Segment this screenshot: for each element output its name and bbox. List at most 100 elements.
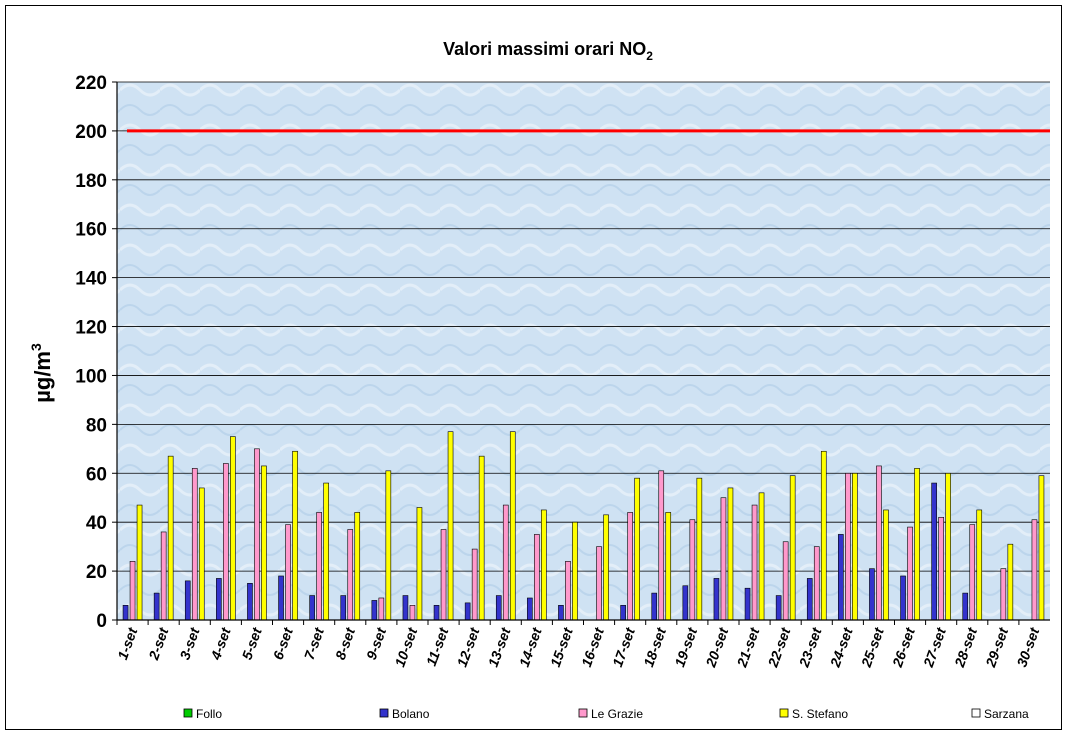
bar-s-stefano [852, 472, 858, 621]
bar-s-stefano [758, 492, 765, 621]
bar-bolano [278, 575, 284, 621]
bar-le-grazie [378, 597, 385, 621]
bar-bolano [184, 580, 191, 621]
legend-swatch [578, 708, 588, 718]
bar-le-grazie [1000, 568, 1007, 621]
bar-bolano [869, 568, 875, 621]
bar-bolano [558, 605, 564, 621]
y-tick-label: 80 [86, 415, 107, 436]
y-tick-label: 220 [75, 73, 107, 94]
x-tick-label: 4-set [207, 624, 234, 662]
bar-bolano [527, 597, 533, 621]
bar-le-grazie [813, 546, 820, 621]
bar-bolano [122, 605, 129, 621]
y-tick-label: 160 [75, 220, 107, 241]
bar-s-stefano [509, 431, 516, 621]
y-tick-label: 0 [96, 611, 107, 632]
x-tick-label: 23-set [795, 624, 825, 670]
bar-bolano [931, 482, 937, 621]
bar-s-stefano [447, 431, 454, 621]
bar-s-stefano [167, 455, 174, 621]
plot-area [117, 82, 1050, 620]
bar-le-grazie [347, 529, 354, 621]
bar-bolano [433, 605, 440, 621]
x-tick-label: 20-set [702, 624, 732, 670]
x-tick-label: 27-set [920, 624, 950, 670]
bar-s-stefano [634, 477, 640, 621]
bar-le-grazie [502, 504, 509, 621]
bar-bolano [153, 592, 160, 621]
bar-bolano [651, 592, 658, 621]
bar-bolano [402, 595, 409, 621]
bar-s-stefano [292, 450, 298, 621]
bar-s-stefano [727, 487, 734, 621]
y-tick-label: 60 [86, 464, 107, 485]
legend-swatch [183, 708, 193, 718]
bar-le-grazie [471, 548, 478, 621]
bar-bolano [682, 585, 689, 621]
legend-label: Sarzana [984, 707, 1029, 721]
y-tick-label: 40 [86, 513, 107, 534]
bar-s-stefano [136, 504, 143, 621]
bar-s-stefano [820, 450, 827, 621]
bar-s-stefano [603, 514, 609, 621]
bar-bolano [620, 605, 626, 621]
legend-swatch [379, 708, 389, 718]
x-tick-label: 3-set [176, 624, 203, 661]
bar-s-stefano [976, 509, 983, 621]
bar-s-stefano [696, 477, 703, 621]
y-axis-label: µg/m3 [28, 343, 55, 403]
x-tick-label: 10-set [391, 624, 420, 669]
x-tick-label: 1-set [114, 624, 141, 661]
bar-s-stefano [945, 472, 951, 621]
x-tick-label: 29-set [982, 624, 1012, 670]
bar-le-grazie [720, 497, 727, 621]
bar-s-stefano [478, 455, 485, 621]
y-tick-label: 100 [75, 366, 107, 387]
legend-swatch [971, 708, 981, 718]
x-tick-label: 5-set [239, 624, 266, 661]
x-tick-label: 24-set [826, 624, 856, 670]
bar-le-grazie [409, 605, 416, 621]
bar-le-grazie [907, 526, 913, 621]
bar-le-grazie [845, 472, 851, 621]
bar-le-grazie [627, 512, 633, 621]
x-tick-labels: 1-set 2-set 3-set 4-set 5-set 6-set 7-set 8-set… [114, 624, 1043, 670]
bar-le-grazie [440, 529, 447, 621]
x-tick-label: 19-set [671, 624, 700, 669]
x-tick-label: 17-set [609, 624, 638, 669]
bar-s-stefano [883, 509, 889, 621]
x-tick-label: 8-set [332, 624, 359, 661]
x-tick-label: 16-set [578, 624, 607, 669]
bar-s-stefano [914, 468, 920, 621]
bar-s-stefano [354, 512, 361, 621]
bar-s-stefano [572, 521, 578, 621]
bar-bolano [340, 595, 347, 621]
bar-s-stefano [789, 475, 796, 621]
legend-label: Bolano [392, 707, 430, 721]
x-tick-label: 13-set [485, 624, 514, 669]
bar-bolano [744, 587, 751, 621]
bar-bolano [309, 595, 315, 621]
bar-le-grazie [689, 519, 696, 621]
bar-le-grazie [534, 534, 540, 621]
bar-le-grazie [876, 465, 882, 621]
bar-bolano [464, 602, 471, 621]
axes [116, 82, 1050, 625]
bar-bolano [713, 578, 720, 621]
bar-le-grazie [565, 561, 571, 621]
legend-label: Follo [196, 707, 222, 721]
x-tick-label: 11-set [423, 624, 452, 668]
legend-label: Le Grazie [591, 707, 643, 721]
bar-le-grazie [160, 531, 167, 621]
chart-title: Valori massimi orari NO2 [443, 39, 653, 63]
bar-le-grazie [751, 504, 758, 621]
bar-le-grazie [254, 448, 260, 621]
bar-bolano [775, 595, 782, 621]
bar-s-stefano [385, 470, 392, 621]
x-tick-label: 15-set [547, 624, 576, 669]
legend-swatch [779, 708, 789, 718]
x-tick-label: 26-set [889, 624, 919, 670]
bar-s-stefano [230, 436, 236, 621]
